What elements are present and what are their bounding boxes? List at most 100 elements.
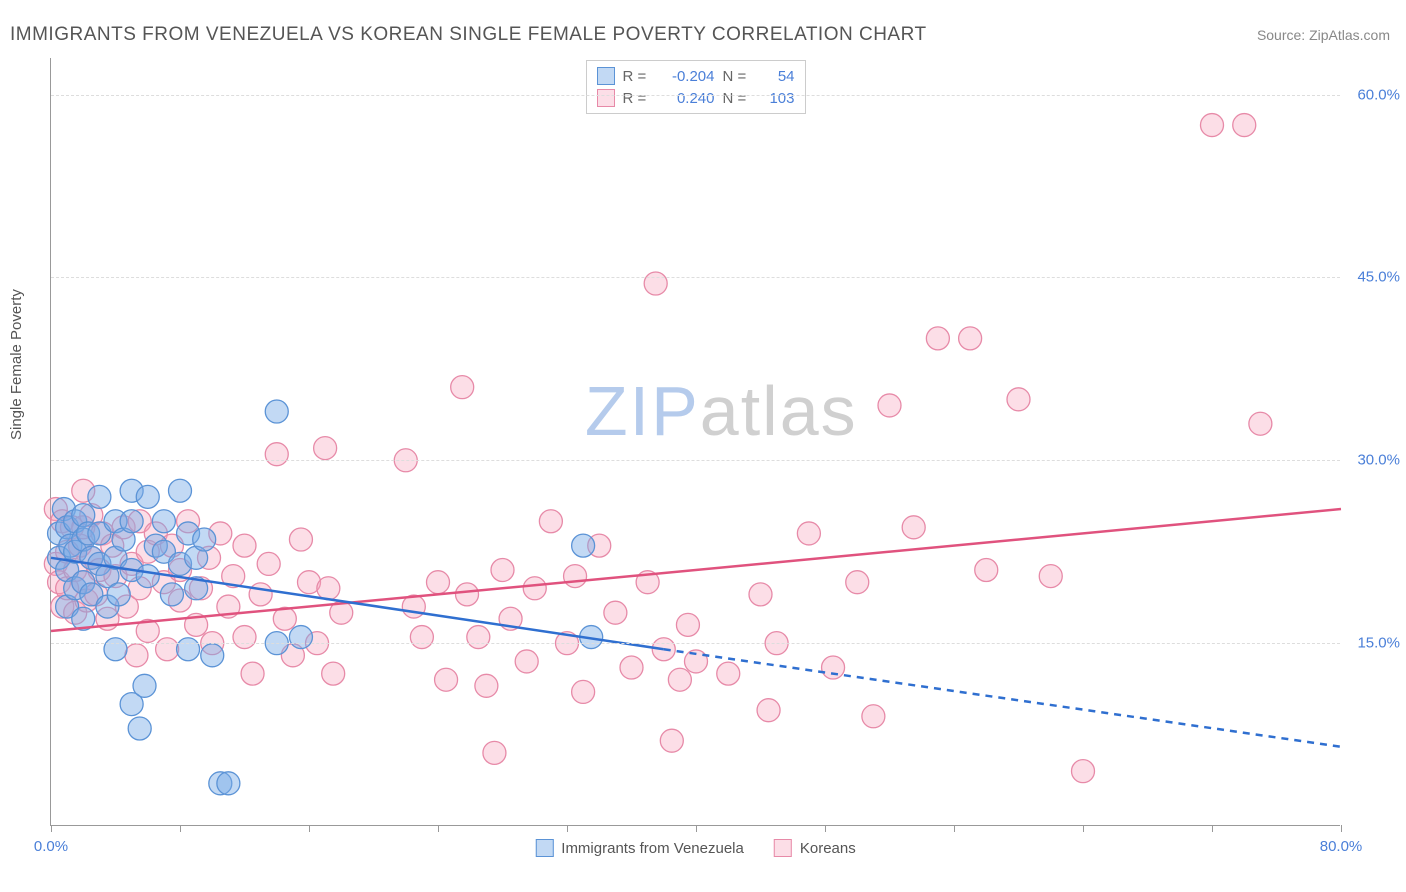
legend-row-blue: R = -0.204 N = 54 <box>597 65 795 87</box>
data-point <box>572 680 595 703</box>
legend-series: Immigrants from Venezuela Koreans <box>535 839 855 857</box>
data-point <box>289 626 312 649</box>
legend-swatch-pink-icon <box>774 839 792 857</box>
x-tick-label: 0.0% <box>34 838 68 855</box>
data-point <box>136 565 159 588</box>
data-point <box>749 583 772 606</box>
data-point <box>152 510 175 533</box>
data-point <box>975 559 998 582</box>
data-point <box>539 510 562 533</box>
data-point <box>317 577 340 600</box>
data-point <box>467 626 490 649</box>
legend-swatch-blue-icon <box>535 839 553 857</box>
data-point <box>201 644 224 667</box>
x-tick <box>954 825 955 832</box>
trend-line <box>51 509 1341 631</box>
data-point <box>435 668 458 691</box>
x-tick <box>1341 825 1342 832</box>
data-point <box>156 638 179 661</box>
data-point <box>757 699 780 722</box>
data-point <box>604 601 627 624</box>
data-point <box>125 644 148 667</box>
gridline <box>51 277 1340 278</box>
data-point <box>217 772 240 795</box>
gridline <box>51 460 1340 461</box>
y-tick-label: 15.0% <box>1357 635 1400 652</box>
data-point <box>1039 565 1062 588</box>
data-point <box>265 400 288 423</box>
x-tick <box>567 825 568 832</box>
legend-swatch-pink <box>597 89 615 107</box>
data-point <box>959 327 982 350</box>
data-point <box>902 516 925 539</box>
x-tick <box>51 825 52 832</box>
data-point <box>846 571 869 594</box>
data-point <box>265 443 288 466</box>
x-tick <box>825 825 826 832</box>
data-point <box>660 729 683 752</box>
data-point <box>233 626 256 649</box>
data-point <box>427 571 450 594</box>
data-point <box>456 583 479 606</box>
legend-row-pink: R = 0.240 N = 103 <box>597 87 795 109</box>
data-point <box>620 656 643 679</box>
data-point <box>1249 412 1272 435</box>
legend-swatch-blue <box>597 67 615 85</box>
chart-source: Source: ZipAtlas.com <box>1257 27 1390 43</box>
data-point <box>193 528 216 551</box>
y-axis-label: Single Female Poverty <box>8 289 25 440</box>
data-point <box>926 327 949 350</box>
data-point <box>797 522 820 545</box>
data-point <box>1072 760 1095 783</box>
data-point <box>515 650 538 673</box>
data-point <box>88 485 111 508</box>
gridline <box>51 643 1340 644</box>
data-point <box>241 662 264 685</box>
data-point <box>249 583 272 606</box>
data-point <box>136 485 159 508</box>
data-point <box>257 552 280 575</box>
data-point <box>1233 114 1256 137</box>
data-point <box>451 376 474 399</box>
chart-title: IMMIGRANTS FROM VENEZUELA VS KOREAN SING… <box>10 24 927 46</box>
legend-correlation: R = -0.204 N = 54 R = 0.240 N = 103 <box>586 60 806 114</box>
data-point <box>878 394 901 417</box>
data-point <box>717 662 740 685</box>
trend-line <box>664 649 1341 747</box>
data-point <box>314 437 337 460</box>
x-tick <box>1212 825 1213 832</box>
data-point <box>233 534 256 557</box>
data-point <box>668 668 691 691</box>
x-tick <box>696 825 697 832</box>
x-tick <box>438 825 439 832</box>
y-tick-label: 30.0% <box>1357 452 1400 469</box>
x-tick <box>180 825 181 832</box>
y-tick-label: 60.0% <box>1357 86 1400 103</box>
data-point <box>676 613 699 636</box>
data-point <box>1201 114 1224 137</box>
data-point <box>107 583 130 606</box>
data-point <box>564 565 587 588</box>
x-tick <box>309 825 310 832</box>
x-tick <box>1083 825 1084 832</box>
data-point <box>120 510 143 533</box>
data-point <box>128 717 151 740</box>
data-point <box>1007 388 1030 411</box>
chart-plot-area: ZIPatlas R = -0.204 N = 54 R = 0.240 N =… <box>50 58 1340 826</box>
data-point <box>322 662 345 685</box>
y-tick-label: 45.0% <box>1357 269 1400 286</box>
legend-item-venezuela: Immigrants from Venezuela <box>535 839 744 857</box>
data-point <box>177 638 200 661</box>
data-point <box>572 534 595 557</box>
data-point <box>160 583 183 606</box>
data-point <box>133 674 156 697</box>
data-point <box>523 577 546 600</box>
data-point <box>491 559 514 582</box>
data-point <box>644 272 667 295</box>
data-point <box>822 656 845 679</box>
gridline <box>51 95 1340 96</box>
data-point <box>410 626 433 649</box>
legend-item-koreans: Koreans <box>774 839 856 857</box>
data-point <box>289 528 312 551</box>
data-point <box>862 705 885 728</box>
